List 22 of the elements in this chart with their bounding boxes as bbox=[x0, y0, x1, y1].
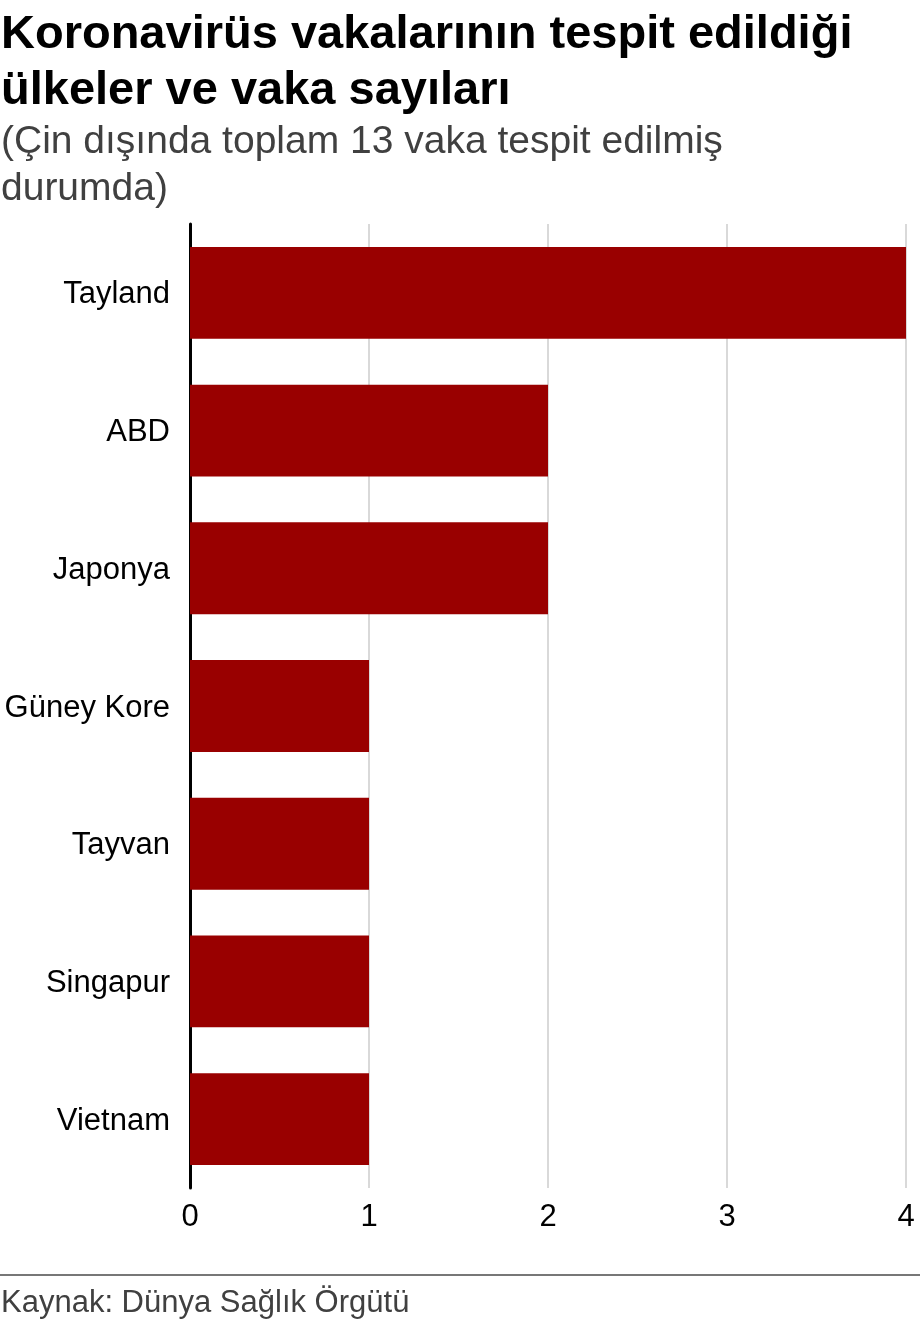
bar bbox=[190, 797, 369, 890]
x-tick-label: 3 bbox=[718, 1198, 736, 1233]
bar bbox=[190, 660, 369, 752]
y-tick-label: Vietnam bbox=[56, 1101, 170, 1137]
chart-title: Koronavirüs vakalarının tespit edildiği ülkeler ve vaka sayıları bbox=[1, 4, 854, 116]
bar bbox=[190, 384, 548, 477]
y-tick-label: Singapur bbox=[45, 963, 170, 999]
bar bbox=[190, 522, 548, 615]
x-tick-label: 4 bbox=[897, 1198, 915, 1233]
x-tick-label: 2 bbox=[539, 1198, 557, 1233]
x-tick-label: 1 bbox=[360, 1198, 378, 1233]
y-tick-label: ABD bbox=[106, 413, 170, 449]
bar bbox=[190, 1073, 369, 1166]
chart-subtitle: (Çin dışında toplam 13 vaka tespit edilmiş durumda) bbox=[1, 117, 724, 210]
y-tick-label: Tayland bbox=[63, 275, 170, 311]
x-tick-label: 0 bbox=[181, 1198, 199, 1233]
text: Kaynak: Dünya Sağlık Örgütü bbox=[1, 1284, 410, 1320]
y-tick-label: Japonya bbox=[52, 550, 171, 586]
y-tick-label: Tayvan bbox=[71, 826, 170, 862]
y-tick-label: Güney Kore bbox=[4, 688, 170, 724]
bar bbox=[190, 246, 906, 339]
bar bbox=[190, 935, 369, 1028]
